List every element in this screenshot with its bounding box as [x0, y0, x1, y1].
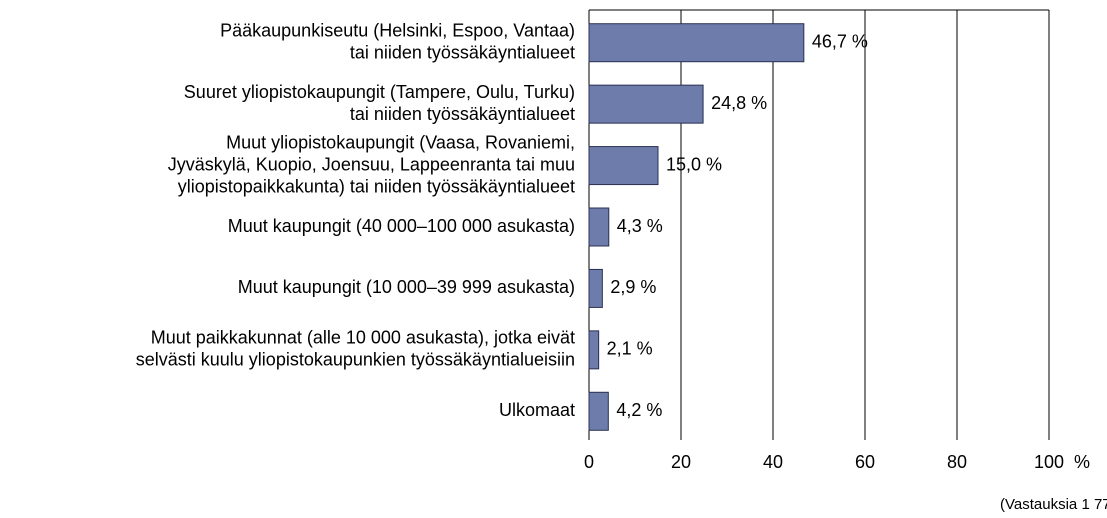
x-tick-label: 100: [1034, 452, 1064, 472]
value-label: 24,8 %: [711, 93, 767, 113]
y-tick-label: Muut kaupungit (40 000–100 000 asukasta): [228, 216, 575, 236]
bar: [588, 23, 805, 63]
x-tick-label: 80: [947, 452, 967, 472]
value-label: 2,1 %: [607, 339, 653, 359]
bar: [588, 207, 610, 247]
bar: [588, 268, 603, 308]
x-unit: %: [1074, 452, 1090, 472]
y-tick-label: Ulkomaat: [499, 400, 575, 420]
x-tick-label: 60: [855, 452, 875, 472]
x-tick-label: 40: [763, 452, 783, 472]
bar: [588, 391, 609, 431]
bar: [588, 146, 659, 186]
value-label: 15,0 %: [666, 154, 722, 174]
value-label: 2,9 %: [610, 277, 656, 297]
y-tick-label: Muut paikkakunnat (alle 10 000 asukasta)…: [151, 328, 575, 348]
y-tick-label: Jyväskylä, Kuopio, Joensuu, Lappeenranta…: [168, 154, 575, 174]
bar: [588, 330, 600, 370]
y-tick-label: Muut yliopistokaupungit (Vaasa, Rovaniem…: [226, 132, 575, 152]
value-label: 46,7 %: [812, 31, 868, 51]
y-tick-label: Pääkaupunkiseutu (Helsinki, Espoo, Vanta…: [220, 20, 575, 40]
y-tick-label: selvästi kuulu yliopistokaupunkien työss…: [136, 350, 575, 370]
bar: [588, 84, 704, 124]
y-tick-label: tai niiden työssäkäyntialueet: [350, 42, 575, 62]
x-tick-label: 0: [584, 452, 594, 472]
y-tick-label: Muut kaupungit (10 000–39 999 asukasta): [238, 277, 575, 297]
y-tick-label: yliopistopaikkakunta) tai niiden työssäk…: [178, 176, 575, 196]
value-label: 4,3 %: [617, 216, 663, 236]
y-tick-label: tai niiden työssäkäyntialueet: [350, 104, 575, 124]
x-tick-label: 20: [671, 452, 691, 472]
y-tick-label: Suuret yliopistokaupungit (Tampere, Oulu…: [184, 82, 575, 102]
value-label: 4,2 %: [616, 400, 662, 420]
note: (Vastauksia 1 776): [1000, 496, 1107, 513]
